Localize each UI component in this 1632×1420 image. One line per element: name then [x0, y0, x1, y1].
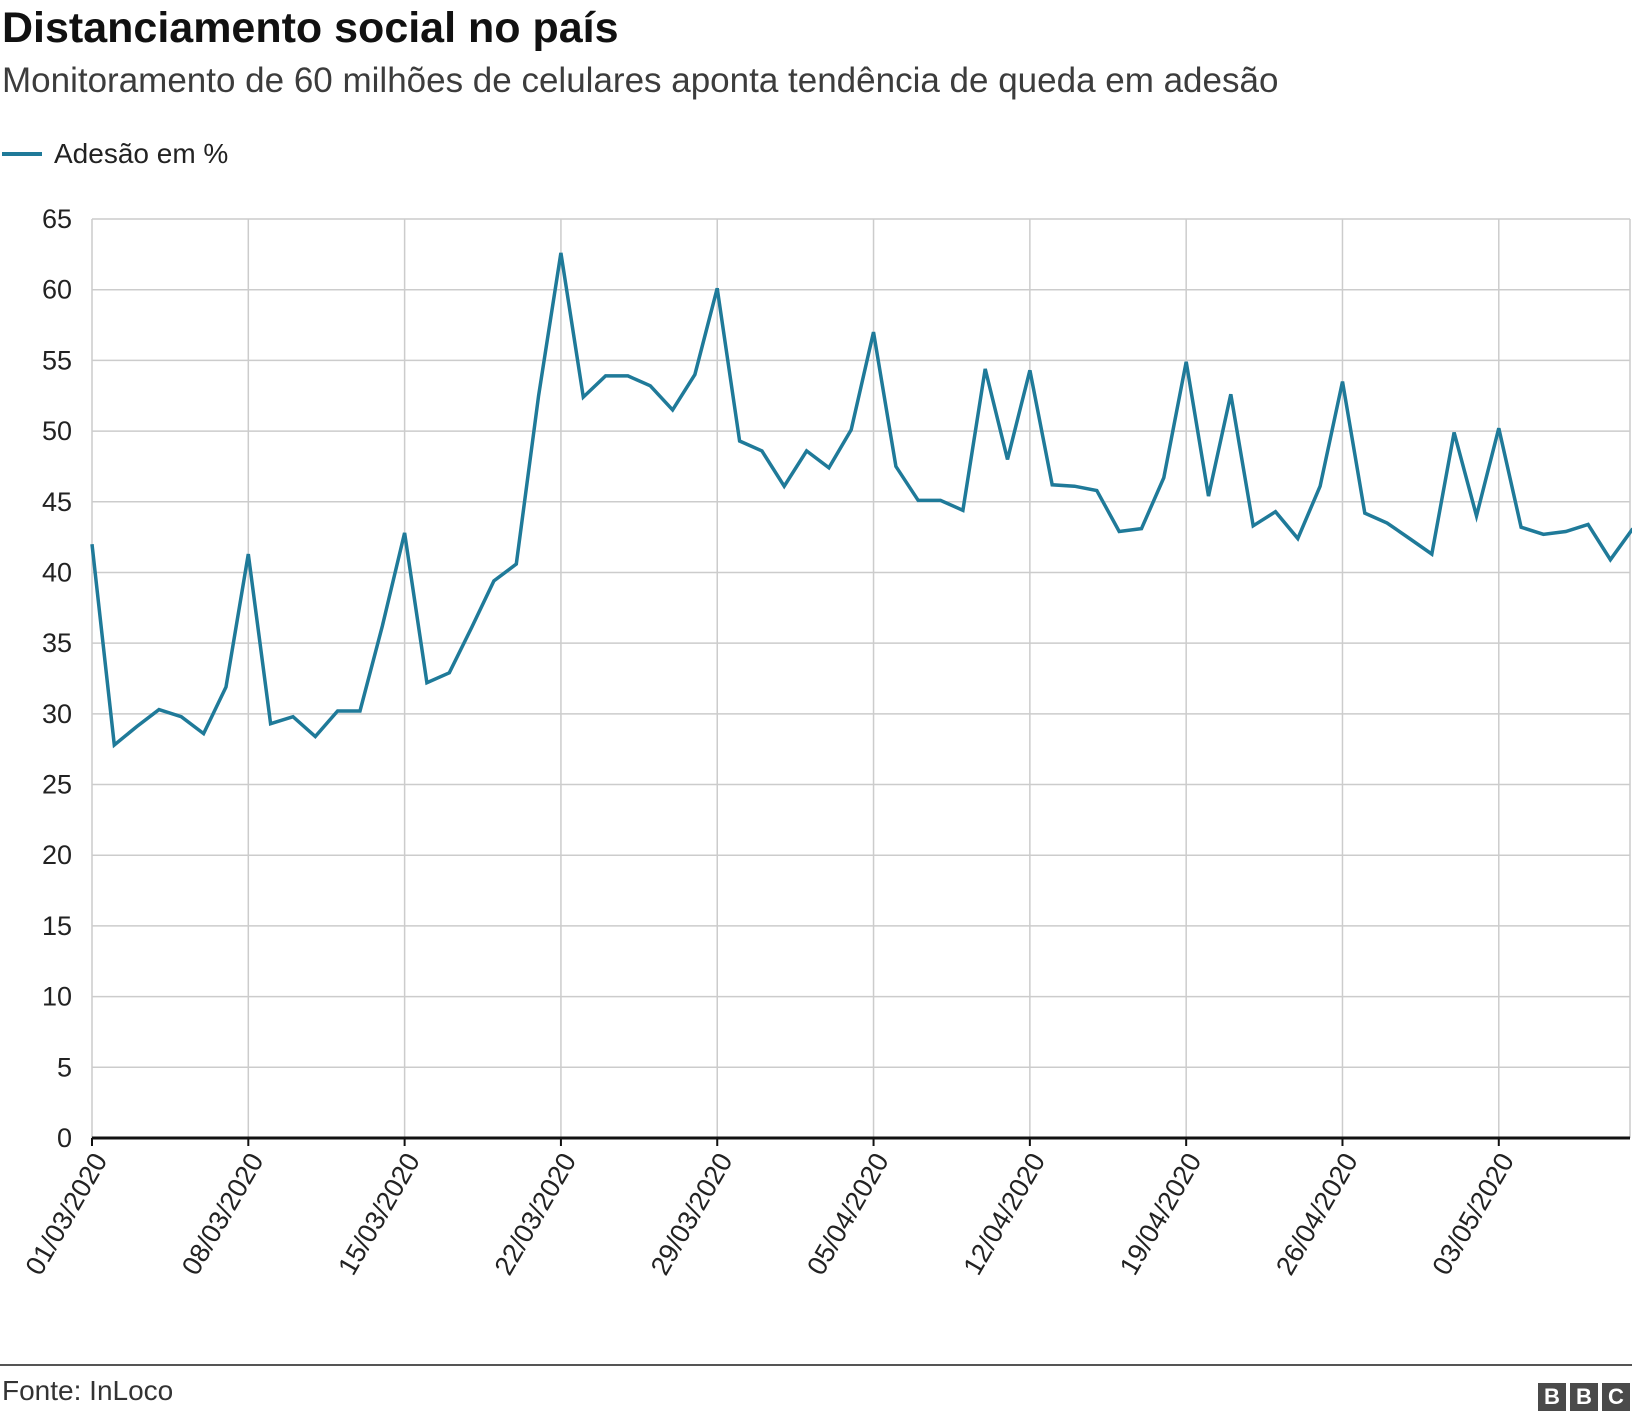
x-tick-label: 05/04/2020 — [801, 1148, 895, 1280]
y-tick-label: 60 — [42, 275, 72, 305]
x-tick-label: 03/05/2020 — [1426, 1148, 1520, 1280]
series-line-adesao — [90, 252, 1632, 749]
logo-letter: B — [1570, 1383, 1598, 1411]
y-tick-label: 50 — [42, 416, 72, 446]
legend: Adesão em % — [2, 136, 228, 172]
line-chart: 0 5 10 15 20 25 30 35 40 45 50 55 60 65 01/03/2020 08/0… — [20, 204, 1632, 1280]
x-tick-label: 08/03/2020 — [176, 1148, 270, 1280]
bbc-logo: B B C — [1538, 1383, 1630, 1411]
x-tick-label: 19/04/2020 — [1114, 1148, 1208, 1280]
y-tick-label: 55 — [42, 345, 72, 375]
y-tick-label: 25 — [42, 770, 72, 800]
y-tick-label: 15 — [42, 911, 72, 941]
footer-divider — [0, 1364, 1632, 1366]
x-tick-label: 22/03/2020 — [489, 1148, 583, 1280]
y-tick-label: 10 — [42, 982, 72, 1012]
y-tick-label: 5 — [57, 1052, 72, 1082]
y-tick-label: 0 — [57, 1123, 72, 1153]
y-tick-label: 35 — [42, 628, 72, 658]
y-tick-label: 45 — [42, 487, 72, 517]
x-tick-label: 26/04/2020 — [1270, 1148, 1364, 1280]
x-tick-label: 12/04/2020 — [958, 1148, 1052, 1280]
y-tick-label: 40 — [42, 557, 72, 587]
y-tick-label: 30 — [42, 699, 72, 729]
x-tick-label: 01/03/2020 — [20, 1148, 114, 1280]
legend-label: Adesão em % — [54, 138, 229, 169]
logo-letter: B — [1538, 1383, 1566, 1411]
y-tick-label: 65 — [42, 204, 72, 234]
source-note: Fonte: InLoco — [2, 1375, 174, 1406]
y-tick-label: 20 — [42, 840, 72, 870]
legend-line-swatch — [2, 152, 42, 156]
chart-subtitle: Monitoramento de 60 milhões de celulares… — [2, 61, 1279, 100]
x-tick-label: 29/03/2020 — [645, 1148, 739, 1280]
x-tick-label: 15/03/2020 — [332, 1148, 426, 1280]
logo-letter: C — [1602, 1383, 1630, 1411]
chart-title: Distanciamento social no país — [2, 4, 619, 52]
